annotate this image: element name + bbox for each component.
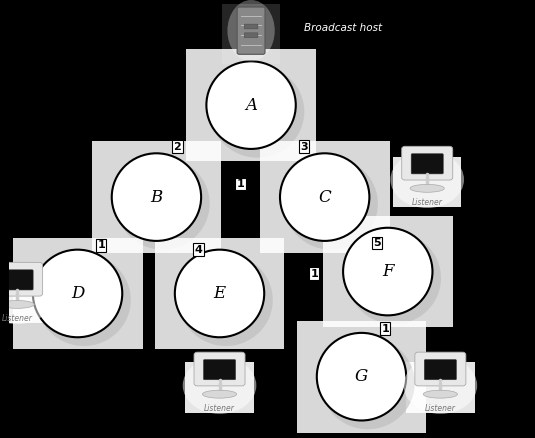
FancyBboxPatch shape — [222, 4, 280, 64]
Ellipse shape — [403, 357, 477, 414]
FancyBboxPatch shape — [237, 7, 265, 54]
FancyBboxPatch shape — [155, 237, 285, 350]
Text: Listener: Listener — [425, 404, 456, 413]
Text: E: E — [213, 285, 226, 302]
Text: D: D — [71, 285, 84, 302]
Text: 1: 1 — [381, 324, 389, 333]
Text: A: A — [245, 97, 257, 113]
FancyBboxPatch shape — [244, 33, 258, 38]
Ellipse shape — [317, 333, 406, 420]
Ellipse shape — [175, 250, 264, 337]
Ellipse shape — [280, 153, 369, 241]
Text: 1: 1 — [236, 179, 244, 189]
Text: 1: 1 — [97, 240, 105, 250]
Ellipse shape — [112, 153, 201, 241]
Ellipse shape — [116, 158, 210, 250]
FancyBboxPatch shape — [91, 141, 221, 253]
FancyBboxPatch shape — [260, 141, 389, 253]
FancyBboxPatch shape — [296, 321, 426, 433]
FancyBboxPatch shape — [323, 215, 453, 328]
Text: 1: 1 — [310, 269, 318, 279]
FancyBboxPatch shape — [203, 360, 235, 380]
Text: C: C — [318, 189, 331, 205]
Text: Listener: Listener — [204, 404, 235, 413]
FancyBboxPatch shape — [13, 237, 142, 350]
FancyBboxPatch shape — [424, 360, 456, 380]
Text: Listener: Listener — [412, 198, 442, 207]
Text: 3: 3 — [300, 142, 308, 152]
Ellipse shape — [33, 250, 123, 337]
FancyBboxPatch shape — [244, 24, 258, 29]
Ellipse shape — [227, 0, 275, 61]
Text: 4: 4 — [195, 245, 202, 254]
Ellipse shape — [0, 300, 34, 308]
Ellipse shape — [284, 158, 378, 250]
FancyBboxPatch shape — [185, 363, 254, 413]
Text: Broadcast host: Broadcast host — [304, 24, 382, 33]
Ellipse shape — [347, 232, 441, 324]
FancyBboxPatch shape — [393, 157, 461, 207]
Text: G: G — [355, 368, 368, 385]
Ellipse shape — [183, 357, 256, 414]
Ellipse shape — [179, 254, 273, 346]
Text: 5: 5 — [373, 238, 381, 248]
FancyBboxPatch shape — [0, 272, 51, 323]
FancyBboxPatch shape — [411, 154, 444, 174]
Ellipse shape — [321, 337, 415, 429]
Ellipse shape — [410, 184, 444, 192]
FancyBboxPatch shape — [186, 49, 316, 161]
Ellipse shape — [391, 151, 464, 208]
FancyBboxPatch shape — [194, 352, 245, 386]
Ellipse shape — [210, 66, 304, 158]
Ellipse shape — [37, 254, 131, 346]
Text: Listener: Listener — [2, 314, 33, 323]
Ellipse shape — [202, 390, 236, 398]
FancyBboxPatch shape — [1, 270, 33, 290]
FancyBboxPatch shape — [0, 262, 43, 296]
FancyBboxPatch shape — [402, 146, 453, 180]
Text: 2: 2 — [173, 142, 181, 152]
FancyBboxPatch shape — [415, 352, 466, 386]
Ellipse shape — [343, 228, 432, 315]
Text: B: B — [150, 189, 163, 205]
Text: F: F — [382, 263, 394, 280]
Ellipse shape — [0, 267, 54, 324]
Ellipse shape — [207, 61, 296, 149]
Ellipse shape — [423, 390, 457, 398]
FancyBboxPatch shape — [406, 363, 475, 413]
